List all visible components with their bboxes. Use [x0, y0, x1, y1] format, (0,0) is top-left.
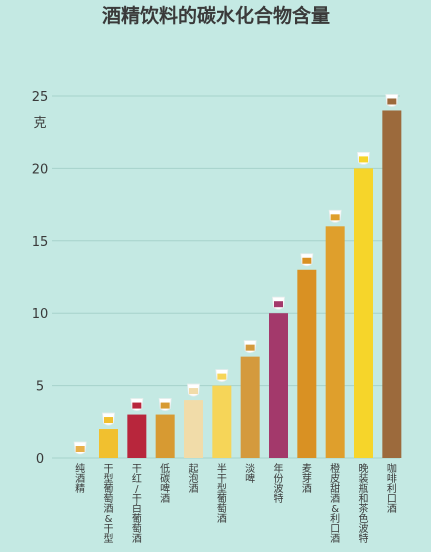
- y-tick-label: 5: [36, 380, 44, 395]
- category-label: 咖啡利口酒: [387, 463, 397, 515]
- bar: [212, 385, 232, 458]
- y-tick-label: 0: [36, 452, 44, 467]
- bar: [184, 400, 203, 458]
- bar: [269, 313, 288, 458]
- y-axis-ticks: 0 5 10 15 20 25: [32, 90, 49, 467]
- category-label: 干型葡萄酒&干型: [104, 464, 114, 545]
- category-label: 起泡酒: [189, 463, 199, 495]
- category-labels: 纯酒精 干型葡萄酒&干型 干红/干白葡萄酒 低碳啤酒 起泡酒 半干型葡萄酒 淡啤 年份波特 麦芽…: [75, 462, 397, 545]
- glass-liquid: [104, 417, 113, 424]
- glass-liquid: [75, 446, 85, 452]
- y-tick-label: 10: [32, 307, 49, 322]
- bar: [354, 168, 373, 458]
- category-label: 年份波特: [274, 462, 284, 505]
- category-label: 晚装瓶和茶色波特: [359, 463, 369, 545]
- glass-liquid: [330, 214, 340, 221]
- glass-liquid: [359, 156, 368, 163]
- bar: [155, 414, 175, 458]
- category-label: 低碳啤酒: [160, 462, 170, 505]
- y-tick-label: 25: [32, 90, 49, 105]
- glass-liquid: [217, 373, 227, 380]
- glass-liquid: [132, 402, 142, 409]
- bar: [382, 110, 402, 458]
- bar: [297, 269, 317, 458]
- glass-liquid: [387, 98, 397, 105]
- bar: [127, 414, 147, 458]
- bar: [325, 226, 345, 458]
- glass-liquid: [189, 388, 198, 395]
- category-label: 麦芽酒: [302, 463, 312, 495]
- glass-liquid: [160, 402, 170, 409]
- category-label: 橙皮甜酒&利口酒: [330, 462, 340, 545]
- y-tick-label: 20: [32, 162, 49, 177]
- y-axis-unit: 克: [33, 116, 46, 131]
- category-label: 纯酒精: [75, 462, 85, 495]
- category-label: 淡啤: [245, 463, 255, 485]
- bars: [73, 94, 402, 458]
- glass-liquid: [302, 257, 312, 264]
- bar: [240, 356, 260, 458]
- category-label: 干红/干白葡萄酒: [132, 464, 142, 545]
- glass-liquid: [245, 344, 255, 351]
- glass-liquid: [274, 301, 283, 308]
- category-label: 半干型葡萄酒: [217, 462, 227, 525]
- y-tick-label: 15: [32, 235, 49, 250]
- bar: [99, 429, 118, 458]
- chart-title: 酒精饮料的碳水化合物含量: [102, 4, 330, 27]
